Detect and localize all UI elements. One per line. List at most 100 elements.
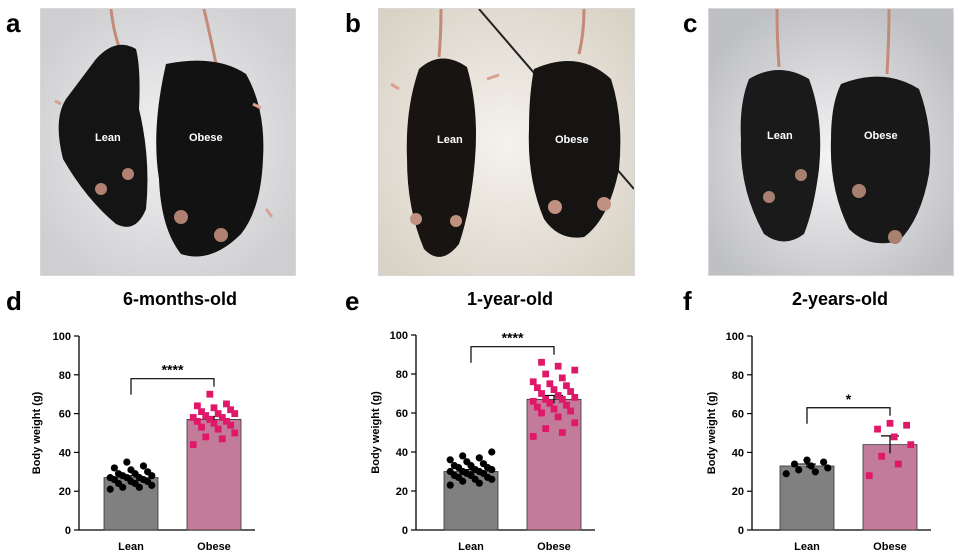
label-obese-c: Obese <box>864 130 898 142</box>
chart-title-f: 2-years-old <box>791 289 889 309</box>
obese-mouse-c <box>830 76 931 244</box>
chart-e-point-obese <box>542 425 550 432</box>
chart-e-point-obese <box>571 394 579 401</box>
obese-mouse-a <box>156 60 264 257</box>
chart-d-ytick-label: 20 <box>59 486 71 498</box>
label-obese-a: Obese <box>189 132 223 144</box>
chart-f-point-lean <box>782 470 790 478</box>
chart-d-point-obese <box>218 414 226 421</box>
label-obese-b: Obese <box>555 134 589 146</box>
chart-e-point-obese <box>563 382 570 390</box>
chart-d-point-obese <box>198 423 205 431</box>
chart-d-xtick-label: Lean <box>118 541 144 553</box>
chart-e-point-obese <box>533 403 541 411</box>
label-lean-c: Lean <box>767 130 793 142</box>
chart-d-point-obese <box>210 419 218 427</box>
chart-e-point-lean <box>479 460 488 468</box>
chart-e-ytick-label: 20 <box>396 486 408 498</box>
chart-d-point-obese <box>193 417 201 425</box>
chart-e-point-obese <box>558 374 566 382</box>
chart-e-ytick-label: 60 <box>396 408 408 420</box>
chart-e-point-obese <box>563 401 570 409</box>
chart-f-ylabel: Body weight (g) <box>706 391 718 474</box>
chart-e-point-obese <box>571 366 579 374</box>
chart-f-significance-label: * <box>846 391 852 407</box>
chart-f-point-obese <box>903 421 911 429</box>
chart-e-point-obese <box>538 409 545 417</box>
chart-d-point-lean <box>139 462 148 470</box>
chart-e-point-lean <box>463 458 471 466</box>
panel-label-e: e <box>345 286 360 316</box>
chart-e-point-obese <box>558 429 566 436</box>
panel-label-c: c <box>683 8 698 38</box>
panel-label-f: f <box>683 286 692 316</box>
chart-e-bar-obese <box>526 398 582 531</box>
chart-d-point-obese <box>231 429 239 437</box>
panel-label-b: b <box>345 8 361 38</box>
chart-f-point-lean <box>811 468 819 476</box>
chart-e-point-lean <box>488 448 496 456</box>
chart-f-point-obese <box>865 472 873 480</box>
chart-f-ytick-label: 40 <box>732 447 744 459</box>
chart-d-point-obese <box>198 408 205 416</box>
photo-panel-a: Lean Obese <box>40 8 296 276</box>
chart-d-point-obese <box>189 441 197 449</box>
chart-title-e: 1-year-old <box>466 289 554 309</box>
panel-label-a: a <box>6 8 21 38</box>
chart-d-point-obese <box>214 410 222 417</box>
label-lean-b: Lean <box>437 134 463 146</box>
chart-f-ytick-label: 60 <box>732 409 744 421</box>
chart-d-point-lean <box>144 468 152 476</box>
chart-f-bar-obese <box>862 444 918 531</box>
chart-e-point-lean <box>446 456 454 464</box>
chart-d-ytick-label: 80 <box>59 370 71 382</box>
chart-d-point-lean <box>110 464 118 472</box>
chart-f-point-obese <box>890 433 898 441</box>
chart-e-point-obese <box>538 358 545 366</box>
chart-d-significance-bracket <box>130 378 215 395</box>
chart-d-xtick-label: Obese <box>197 541 231 553</box>
chart-d-point-obese <box>206 416 214 423</box>
chart-f-point-lean <box>820 458 828 466</box>
chart-f-xtick-label: Lean <box>794 541 820 553</box>
photo-panel-b: Lean Obese <box>378 8 635 276</box>
chart-f-point-obese <box>878 452 886 460</box>
chart-e-point-obese <box>554 392 562 399</box>
chart-d-point-obese <box>227 421 235 429</box>
chart-e-ytick-label: 100 <box>390 330 408 342</box>
mice-photo-c: Lean Obese <box>709 9 953 275</box>
chart-e-significance-label: **** <box>502 330 524 346</box>
chart-e-point-obese <box>533 384 541 392</box>
chart-e-xtick-label: Obese <box>537 541 571 553</box>
chart-f-point-obese <box>886 419 894 427</box>
chart-e-point-obese <box>554 362 562 370</box>
chart-d-ytick-label: 0 <box>65 525 71 537</box>
chart-d-point-obese <box>231 410 239 417</box>
chart-d-ylabel: Body weight (g) <box>31 391 43 474</box>
obese-mouse-b <box>528 61 621 238</box>
chart-f-point-lean <box>824 464 832 472</box>
chart-e-point-obese <box>550 405 558 413</box>
chart-e-ytick-label: 80 <box>396 369 408 381</box>
chart-d-point-obese <box>206 390 214 398</box>
chart-d-point-obese <box>210 404 218 412</box>
chart-f-point-obese <box>894 460 902 468</box>
label-lean-a: Lean <box>95 132 121 144</box>
chart-e-point-obese <box>542 370 550 378</box>
chart-e-point-obese <box>567 407 575 415</box>
chart-d-point-lean <box>127 466 135 474</box>
chart-e-point-obese <box>529 433 537 440</box>
chart-d-ytick-label: 100 <box>53 331 71 343</box>
chart-f-point-lean <box>803 456 811 464</box>
chart-f-ytick-label: 20 <box>732 486 744 498</box>
chart-e-significance-bracket <box>470 346 555 363</box>
chart-e-point-obese <box>529 397 537 405</box>
chart-f-ytick-label: 100 <box>726 331 744 343</box>
chart-e-xtick-label: Lean <box>458 541 484 553</box>
photo-panel-c: Lean Obese <box>708 8 954 276</box>
chart-e-ytick-label: 0 <box>402 525 408 537</box>
chart-d-point-lean <box>106 485 114 493</box>
chart-e-point-lean <box>446 481 454 489</box>
chart-e-point-obese <box>542 395 550 403</box>
chart-f-bar-lean <box>779 465 835 531</box>
